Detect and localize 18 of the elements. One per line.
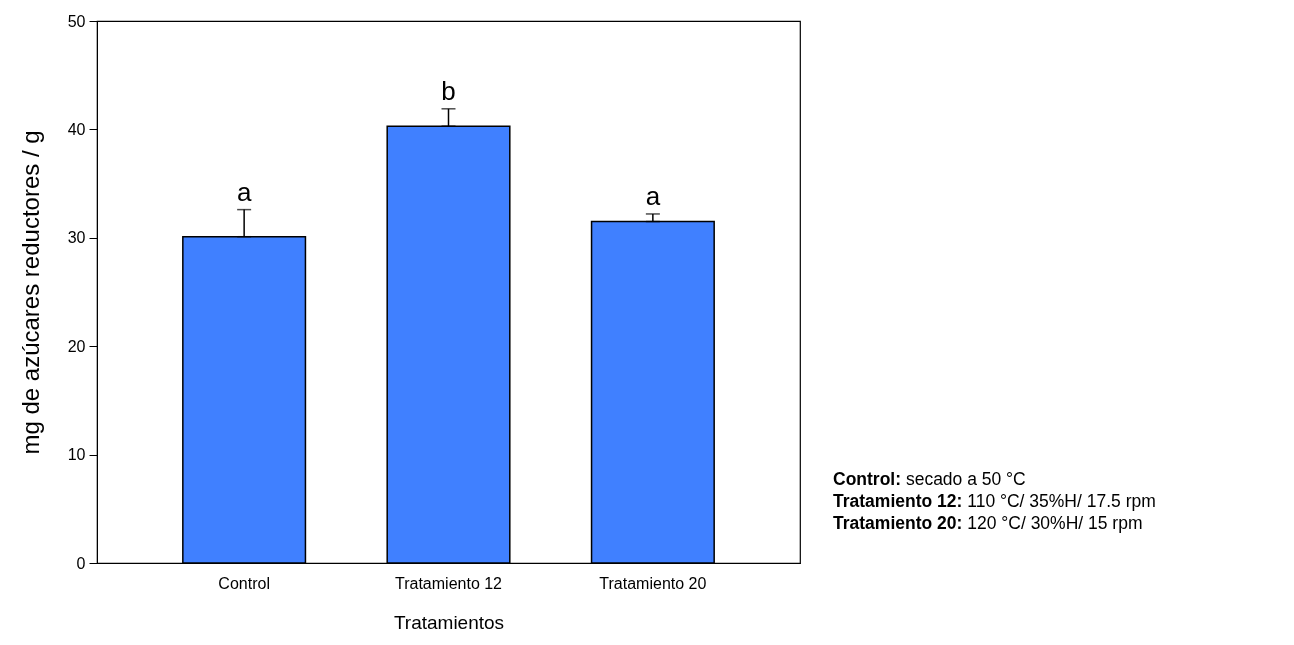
x-axis-title: Tratamientos: [393, 611, 505, 633]
text: Tratamiento 20: 120 °C/ 30%H/ 15 rpm: [833, 512, 1144, 534]
y-tick-label: 10: [67, 446, 86, 464]
bar: [386, 125, 511, 564]
y-tick-label: 20: [67, 337, 86, 355]
y-tick-label: 50: [67, 12, 86, 30]
text: Tratamiento 12: 110 °C/ 35%H/ 17.5 rpm: [833, 490, 1156, 512]
annotation: a: [645, 180, 661, 211]
y-tick-label: 0: [76, 554, 86, 572]
x-tick-label: Control: [218, 574, 270, 592]
y-axis-title: mg de azúcares reductores / g: [16, 130, 44, 455]
y-tick-label: 40: [67, 120, 86, 138]
y-tick-label: 30: [67, 229, 86, 247]
annotation: b: [441, 75, 456, 106]
x-tick-label: Tratamiento 20: [599, 574, 707, 592]
annotation: a: [236, 176, 252, 207]
text: Control: secado a 50 °C: [833, 468, 1027, 490]
x-tick-label: Tratamiento 12: [394, 574, 503, 592]
